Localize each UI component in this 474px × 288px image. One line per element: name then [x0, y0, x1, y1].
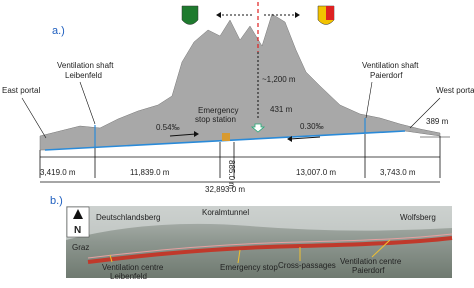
dimension-ticks — [39, 134, 441, 178]
overburden-label: ~1,200 m — [262, 75, 296, 84]
crest-carinthia-half — [326, 6, 334, 20]
place: Koralmtunnel — [202, 208, 249, 217]
gradient-arrow — [169, 133, 197, 137]
length: 885.0 m — [227, 160, 236, 189]
gradient-east: 0.54‰ — [156, 123, 180, 132]
annotation: Ventilation centre Leibenfeld — [102, 263, 164, 281]
arrow-head — [194, 131, 199, 137]
portal-height: 389 m — [426, 117, 449, 126]
arrow-head — [287, 136, 292, 142]
arrow-head — [295, 12, 300, 18]
panel-label: a.) — [52, 25, 65, 37]
leader — [237, 249, 241, 264]
place: Wolfsberg — [400, 213, 436, 222]
annotation: Cross-passages — [278, 261, 336, 270]
tunnel-route — [87, 236, 453, 264]
leader — [371, 239, 391, 258]
west-portal: West portal — [436, 86, 474, 95]
north-arrow — [73, 209, 83, 219]
panel-label: b.) — [50, 195, 63, 207]
total-length: 32,893.0 m — [205, 185, 245, 194]
leader — [365, 81, 373, 119]
snow-ridge — [66, 206, 452, 240]
east-portal: East portal — [2, 86, 40, 95]
shaft-west: Ventilation shaft Paierdorf — [362, 61, 419, 80]
leader — [109, 254, 113, 263]
crest-styria — [181, 5, 199, 25]
leader — [409, 97, 441, 129]
length: 3,743.0 m — [380, 168, 416, 177]
emergency-station: Emergency stop station — [195, 106, 238, 124]
length: 11,839.0 m — [130, 168, 170, 177]
arrow-head — [216, 12, 221, 18]
length: 3,419.0 m — [40, 168, 76, 177]
tunnel-route-tube — [87, 233, 453, 259]
annotation: Ventilation centre Paierdorf — [340, 257, 402, 275]
apex-marker — [250, 123, 266, 133]
north-label: N — [74, 225, 81, 236]
north-box — [66, 206, 90, 238]
station-marker — [222, 133, 230, 141]
shaft-east: Ventilation shaft Leibenfeld — [57, 61, 114, 80]
place: Deutschlandsberg — [96, 213, 160, 222]
mountain-profile — [39, 13, 441, 151]
leader — [79, 81, 96, 125]
length: 13,007.0 m — [296, 168, 336, 177]
place: Graz — [72, 243, 89, 252]
gradient-arrow — [289, 136, 321, 140]
apex-height: 431 m — [270, 105, 293, 114]
gradient-west: 0.30‰ — [300, 122, 324, 131]
annotation: Emergency stop — [220, 263, 278, 272]
leader — [21, 97, 47, 139]
